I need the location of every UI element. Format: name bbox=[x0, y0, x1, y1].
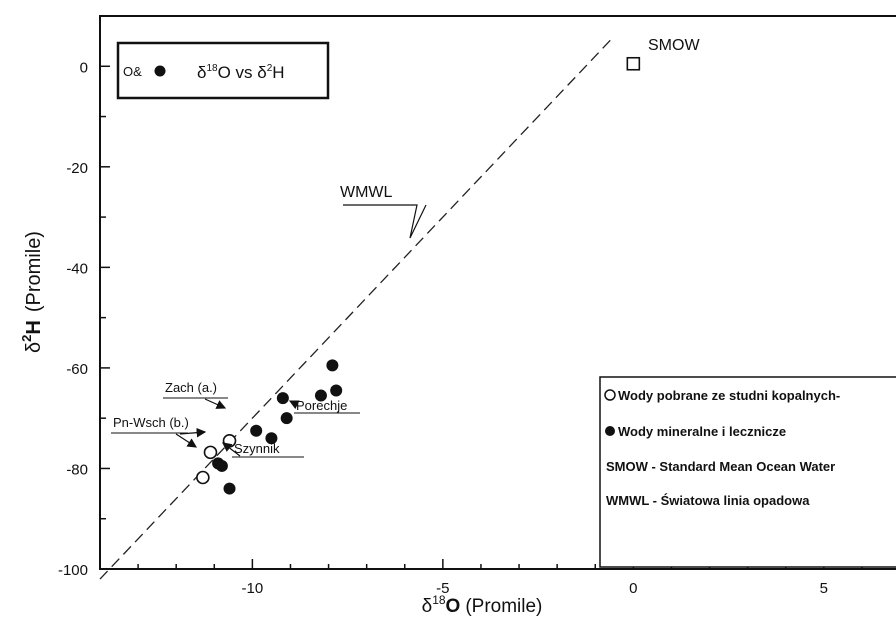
open-circle-point bbox=[203, 445, 218, 460]
legend-top-left-text: δ18O vs δ2H bbox=[197, 63, 285, 82]
legend-symbols: O& bbox=[123, 64, 142, 79]
x-tick-label: 5 bbox=[820, 580, 828, 597]
filled-circle-point bbox=[280, 412, 293, 425]
data-points bbox=[196, 56, 641, 495]
legend-top-left-box bbox=[116, 41, 330, 100]
filled-circle-point bbox=[314, 389, 327, 402]
filled-circle-point bbox=[330, 384, 343, 397]
pn-wsch-label: Pn-Wsch (b.) bbox=[113, 415, 189, 430]
x-tick-label: 0 bbox=[629, 580, 637, 597]
smow-square-point bbox=[626, 56, 641, 71]
filled-circle-point bbox=[250, 424, 263, 437]
zach-annotation: Zach (a.) bbox=[163, 380, 228, 409]
legend-top-left: O& δ18O vs δ2H bbox=[116, 41, 330, 100]
x-axis-label: δ18O (Promile) bbox=[422, 593, 543, 617]
szynnik-annotation: Szynnik bbox=[222, 441, 304, 458]
porechje-arrow bbox=[288, 400, 300, 410]
pn-wsch-arrow-1 bbox=[179, 427, 207, 438]
legend-item-1: Wody pobrane ze studni kopalnych- bbox=[618, 388, 840, 403]
smow-label: SMOW bbox=[648, 37, 700, 54]
zach-label: Zach (a.) bbox=[165, 380, 217, 395]
filled-circle-point bbox=[265, 432, 278, 445]
filled-circle-point bbox=[276, 392, 289, 405]
legend-filled-circle-icon-2 bbox=[605, 426, 615, 436]
porechje-annotation: Porechje bbox=[288, 398, 360, 414]
legend-item-2: Wody mineralne i lecznicze bbox=[618, 424, 786, 439]
legend-bottom-right: Wody pobrane ze studni kopalnych- Wody m… bbox=[599, 376, 896, 568]
y-tick-label: -20 bbox=[66, 160, 88, 177]
legend-open-circle-icon bbox=[604, 389, 616, 401]
pn-wsch-annotation: Pn-Wsch (b.) bbox=[111, 415, 207, 448]
zach-arrow bbox=[204, 398, 227, 409]
wmwl-label: WMWL bbox=[340, 184, 393, 201]
y-tick-label: 0 bbox=[80, 59, 88, 76]
y-tick-label: -80 bbox=[66, 461, 88, 478]
legend-bottom-right-box bbox=[599, 376, 896, 568]
filled-circle-point bbox=[326, 359, 339, 372]
filled-circle-point bbox=[215, 459, 228, 472]
plot-frame bbox=[99, 15, 896, 570]
x-tick-label: -10 bbox=[242, 580, 264, 597]
open-circle-point bbox=[196, 470, 210, 485]
pn-wsch-arrow-2 bbox=[175, 433, 198, 448]
y-tick-label: -40 bbox=[66, 260, 88, 277]
filled-circle-point bbox=[223, 482, 236, 495]
y-tick-label: -60 bbox=[66, 361, 88, 378]
szynnik-label: Szynnik bbox=[234, 441, 280, 456]
wmwl-annotation: WMWL bbox=[340, 184, 427, 239]
x-tick-label: -5 bbox=[436, 580, 449, 597]
axis-ticks bbox=[100, 15, 863, 570]
tick-labels: 0 -20 -40 -60 -80 -100 -10 -5 0 5 bbox=[58, 59, 828, 597]
legend-item-3: SMOW - Standard Mean Ocean Water bbox=[606, 459, 835, 474]
legend-filled-circle-icon bbox=[154, 65, 166, 77]
porechje-label: Porechje bbox=[296, 398, 347, 413]
wmwl-pointer bbox=[343, 204, 427, 239]
szynnik-arrow bbox=[222, 442, 241, 457]
legend-item-4: WMWL - Światowa linia opadowa bbox=[606, 493, 810, 508]
y-tick-label: -100 bbox=[58, 562, 88, 579]
wmwl-line bbox=[99, 39, 611, 580]
y-axis-label: δ2H(Promile) bbox=[19, 231, 45, 353]
